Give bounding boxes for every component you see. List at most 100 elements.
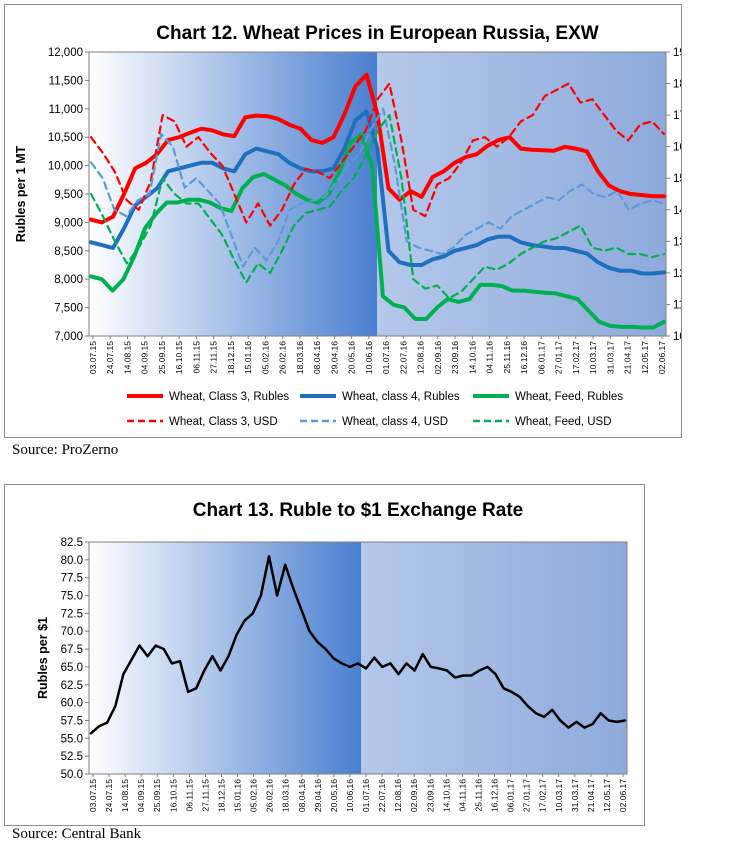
chart-title: Chart 13. Ruble to $1 Exchange Rate: [193, 500, 524, 521]
y-tick-label: 10,000: [48, 161, 83, 173]
plot-background-left: [89, 542, 361, 774]
x-tick-label: 27.01.17: [554, 341, 564, 374]
x-tick-label: 03.07.15: [88, 341, 98, 374]
series-line-5: [89, 113, 666, 300]
x-tick-label: 08.04.16: [312, 341, 322, 374]
x-tick-label: 12.08.16: [393, 779, 403, 812]
y-tick-label: 52.5: [61, 751, 83, 763]
y-tick-label: 65.0: [61, 662, 83, 674]
y2-tick-label: 190: [673, 47, 681, 59]
x-tick-label: 06.01.17: [506, 779, 516, 812]
x-tick-label: 02.06.17: [657, 341, 667, 374]
y-tick-label: 80.0: [61, 555, 83, 567]
y-tick-label: 77.5: [61, 573, 83, 585]
x-tick-label: 05.02.16: [249, 779, 259, 812]
x-tick-label: 12.05.17: [602, 779, 612, 812]
y-tick-label: 10,500: [48, 132, 83, 144]
x-tick-label: 06.11.15: [191, 341, 201, 374]
y-tick-label: 70.0: [61, 626, 83, 638]
source-note-chart-12: Source: ProZerno: [12, 442, 119, 458]
x-tick-label: 06.11.15: [184, 779, 194, 812]
x-tick-label: 22.07.16: [398, 341, 408, 374]
legend-label-0: Wheat, Class 3, Rubles: [169, 391, 289, 403]
y-tick-label: 7,500: [54, 303, 83, 315]
source-note-chart-13: Source: Central Bank: [12, 826, 142, 842]
x-tick-label: 31.03.17: [570, 779, 580, 812]
x-tick-label: 01.07.16: [361, 779, 371, 812]
x-tick-label: 17.02.17: [538, 779, 548, 812]
legend-label-4: Wheat, class 4, USD: [342, 416, 448, 428]
x-tick-label: 04.09.15: [140, 341, 150, 374]
x-tick-label: 08.04.16: [297, 779, 307, 812]
chart-title: Chart 12. Wheat Prices in European Russi…: [156, 23, 598, 44]
x-tick-label: 27.11.15: [209, 341, 219, 374]
x-tick-label: 27.11.15: [200, 779, 210, 812]
y2-tick-label: 170: [673, 110, 681, 122]
x-tick-label: 16.10.15: [174, 341, 184, 374]
x-tick-label: 04.11.16: [485, 341, 495, 374]
y-tick-label: 50.0: [61, 769, 83, 781]
x-tick-label: 29.04.16: [313, 779, 323, 812]
x-tick-label: 20.05.16: [329, 779, 339, 812]
y-tick-label: 62.5: [61, 680, 83, 692]
x-tick-label: 24.07.15: [105, 341, 115, 374]
series-line-4: [89, 107, 666, 268]
x-tick-label: 18.12.15: [226, 341, 236, 374]
x-tick-label: 03.07.15: [88, 779, 98, 812]
series-line-1: [89, 109, 666, 276]
y-tick-label: 60.0: [61, 698, 83, 710]
x-tick-label: 17.02.17: [571, 341, 581, 374]
x-tick-label: 31.03.17: [605, 341, 615, 374]
x-tick-label: 25.09.15: [157, 341, 167, 374]
x-tick-label: 02.09.16: [433, 341, 443, 374]
y-tick-label: 9,000: [54, 217, 83, 229]
y-tick-label: 12,000: [48, 47, 83, 59]
y-tick-label: 72.5: [61, 608, 83, 620]
y2-tick-label: 140: [673, 205, 681, 217]
y2-tick-label: 180: [673, 79, 681, 91]
x-tick-label: 16.12.16: [519, 341, 529, 374]
x-tick-label: 04.09.15: [136, 779, 146, 812]
x-tick-label: 23.09.16: [450, 341, 460, 374]
x-tick-label: 15.01.16: [233, 779, 243, 812]
y-tick-label: 7,000: [54, 331, 83, 343]
x-tick-label: 27.01.17: [522, 779, 532, 812]
chart-13-panel: Chart 13. Ruble to $1 Exchange Rate 50.0 5…: [4, 484, 645, 826]
y-tick-label: 67.5: [61, 644, 83, 656]
x-tick-label: 06.01.17: [536, 341, 546, 374]
x-tick-label: 10.06.16: [364, 341, 374, 374]
x-tick-label: 12.08.16: [416, 341, 426, 374]
x-tick-label: 02.06.17: [618, 779, 628, 812]
y-axis-label: Rubles per $1: [36, 617, 50, 699]
x-tick-label: 15.01.16: [243, 341, 253, 374]
y2-tick-label: 150: [673, 173, 681, 185]
series-line-3: [89, 82, 666, 227]
y-tick-label: 8,000: [54, 274, 83, 286]
chart-12-panel: Chart 12. Wheat Prices in European Russi…: [4, 4, 682, 438]
x-tick-label: 05.02.16: [260, 341, 270, 374]
plot-background-right: [361, 542, 627, 774]
x-tick-label: 18.03.16: [295, 341, 305, 374]
y-tick-label: 75.0: [61, 591, 83, 603]
plot-background-left: [89, 52, 377, 336]
x-tick-label: 26.02.16: [278, 341, 288, 374]
y2-tick-label: 130: [673, 236, 681, 248]
x-tick-label: 22.07.16: [377, 779, 387, 812]
x-tick-label: 10.03.17: [554, 779, 564, 812]
x-tick-label: 20.05.16: [347, 341, 357, 374]
plot-border: [88, 541, 628, 775]
x-tick-label: 14.10.16: [441, 779, 451, 812]
series-line-0: [89, 555, 627, 735]
chart-13-svg: Chart 13. Ruble to $1 Exchange Rate 50.0 5…: [36, 500, 628, 812]
y-tick-label: 55.0: [61, 733, 83, 745]
y2-tick-label: 100: [673, 331, 681, 343]
legend-label-2: Wheat, Feed, Rubles: [515, 391, 623, 403]
legend-label-1: Wheat, class 4, Rubles: [342, 391, 460, 403]
x-tick-label: 12.05.17: [640, 341, 650, 374]
x-tick-label: 10.03.17: [588, 341, 598, 374]
x-tick-label: 04.11.16: [457, 779, 467, 812]
legend-label-5: Wheat, Feed, USD: [515, 416, 612, 428]
x-tick-label: 18.03.16: [281, 779, 291, 812]
x-tick-label: 25.11.16: [502, 341, 512, 374]
x-tick-label: 25.11.16: [473, 779, 483, 812]
